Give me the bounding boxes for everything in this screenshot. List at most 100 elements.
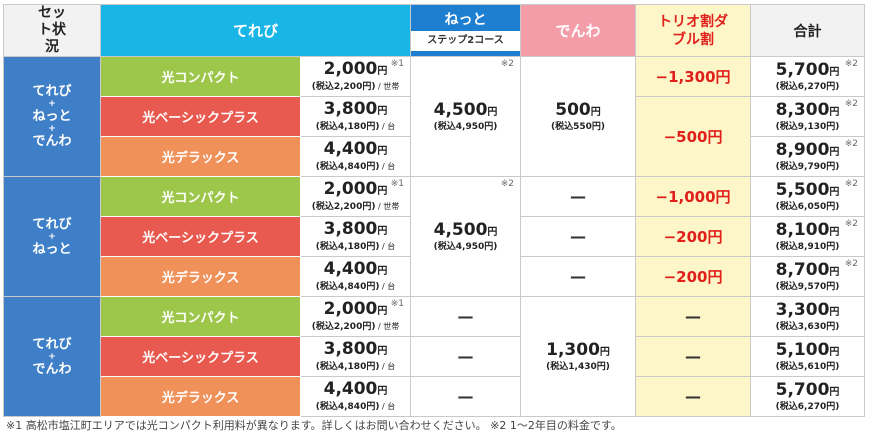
net-price: 4,500円 (税込4,950円) ※2 — [410, 176, 522, 297]
price-amount: 4,400 — [323, 259, 378, 279]
tax-prefix: (税込 — [775, 121, 798, 132]
tax-included: (税込2,200円) / 世帯 — [311, 82, 400, 92]
price-amount: 3,300 — [775, 299, 830, 320]
tv-price: 4,400円 (税込4,840円) / 台 — [299, 136, 412, 177]
price-value: 4,500円 — [412, 99, 520, 122]
yen-label: 円 — [487, 226, 498, 238]
header-trio: トリオ割ダブル割 — [635, 4, 752, 57]
tax-amount: 4,180 — [337, 122, 367, 132]
slash: / — [382, 402, 385, 411]
price-value: 2,000円 — [302, 180, 410, 201]
yen-label: 円 — [366, 282, 376, 292]
tax-amount: 6,270 — [797, 401, 827, 412]
tax-amount: 4,180 — [337, 242, 367, 252]
plan-compact: 光コンパクト — [100, 296, 301, 337]
slash: / — [382, 122, 385, 131]
tax-included: (税込2,200円) / 世帯 — [311, 202, 400, 212]
header-net-course: ステップ2コース — [411, 31, 520, 51]
trio-none: — — [635, 296, 752, 337]
plan-basic: 光ベーシックプラス — [100, 336, 301, 377]
tax-amount: 1,430 — [568, 361, 597, 372]
plan-deluxe: 光デラックス — [100, 256, 301, 297]
header-net: ねっと ステップ2コース — [410, 4, 522, 57]
tax-included: (税込9,130円) — [775, 121, 840, 132]
price-amount: 8,700 — [775, 259, 830, 280]
yen-label: 円 — [829, 106, 840, 118]
yen-label: 円 — [826, 321, 836, 332]
price-value: 5,100円 — [752, 341, 864, 362]
unit-label: / 世帯 — [375, 82, 399, 91]
plus-sign: + — [48, 124, 56, 134]
unit-text: 台 — [387, 282, 396, 291]
yen-label: 円 — [377, 66, 388, 77]
tax-prefix: (税込 — [775, 281, 798, 292]
tax-included: (税込5,610円) — [775, 361, 840, 372]
plan-basic: 光ベーシックプラス — [100, 96, 301, 137]
price-amount: 2,000 — [323, 299, 378, 319]
unit-text: 台 — [387, 242, 396, 251]
plan-deluxe: 光デラックス — [100, 376, 301, 417]
tv-price: 2,000円 (税込2,200円) / 世帯 ※1 — [299, 296, 412, 337]
price-value: 2,000円 — [302, 60, 410, 81]
trio-discount: −1,000円 — [635, 176, 752, 217]
yen-label: 円 — [377, 106, 388, 117]
tax-amount: 2,200 — [333, 322, 363, 332]
tax-included: (税込4,950円) — [433, 121, 498, 132]
price-value: 4,400円 — [302, 140, 410, 161]
slash: / — [382, 282, 385, 291]
price-value: 4,500円 — [412, 221, 520, 242]
tax-amount: 5,610 — [797, 361, 827, 372]
yen-label: 円 — [484, 121, 494, 132]
net-none: — — [410, 296, 522, 337]
tax-amount: 4,180 — [337, 362, 367, 372]
yen-label: 円 — [826, 201, 836, 212]
tax-included: (税込6,050円) — [775, 201, 840, 212]
tax-prefix: (税込 — [775, 321, 798, 332]
total-price: 8,900円 (税込9,790円) ※2 — [750, 136, 866, 177]
unit-label: / 台 — [379, 122, 395, 131]
plus-sign: + — [48, 231, 56, 242]
yen-label: 円 — [366, 402, 376, 412]
yen-label: 円 — [829, 266, 840, 278]
tax-amount: 8,910 — [797, 241, 827, 252]
yen-label: 円 — [826, 121, 836, 132]
tv-price: 2,000円 (税込2,200円) / 世帯 ※1 — [299, 56, 412, 97]
tax-included: (税込4,180円) / 台 — [315, 362, 396, 372]
price-amount: 8,100 — [775, 219, 830, 240]
yen-label: 円 — [377, 346, 388, 357]
yen-label: 円 — [487, 106, 498, 118]
tax-included: (税込4,180円) / 台 — [315, 242, 396, 252]
phone-price: 1,300円 (税込1,430円) — [520, 296, 637, 417]
yen-label: 円 — [826, 241, 836, 252]
price-amount: 5,700 — [775, 379, 830, 400]
total-price: 8,700円 (税込9,570円) ※2 — [750, 256, 866, 297]
phone-none: — — [520, 176, 637, 217]
price-value: 5,700円 — [752, 379, 864, 402]
tv-price: 4,400円 (税込4,840円) / 台 — [299, 256, 412, 297]
net-none: — — [410, 336, 522, 377]
phone-none: — — [520, 216, 637, 257]
price-value: 3,800円 — [302, 100, 410, 121]
footnote-mark: ※1 — [390, 179, 405, 189]
header-set: セット状況 — [3, 4, 101, 57]
price-value: 500円 — [522, 101, 635, 122]
price-value: 8,900円 — [752, 141, 864, 162]
slash: / — [378, 322, 381, 331]
trio-none: — — [635, 376, 752, 417]
price-value: 1,300円 — [522, 341, 635, 362]
total-price: 8,100円 (税込8,910円) ※2 — [750, 216, 866, 257]
price-value: 8,300円 — [752, 101, 864, 122]
unit-label: / 台 — [379, 402, 395, 411]
tax-included: (税込4,950円) — [433, 241, 498, 252]
tax-amount: 2,200 — [333, 82, 363, 92]
yen-label: 円 — [599, 346, 610, 358]
tax-included: (税込4,180円) / 台 — [315, 122, 396, 132]
unit-label: / 台 — [379, 282, 395, 291]
yen-label: 円 — [377, 186, 388, 197]
price-amount: 4,500 — [433, 99, 488, 120]
price-amount: 3,800 — [323, 219, 378, 239]
yen-label: 円 — [829, 146, 840, 158]
tax-prefix: (税込 — [315, 282, 338, 292]
slash: / — [378, 202, 381, 211]
tax-amount: 550 — [573, 121, 592, 132]
